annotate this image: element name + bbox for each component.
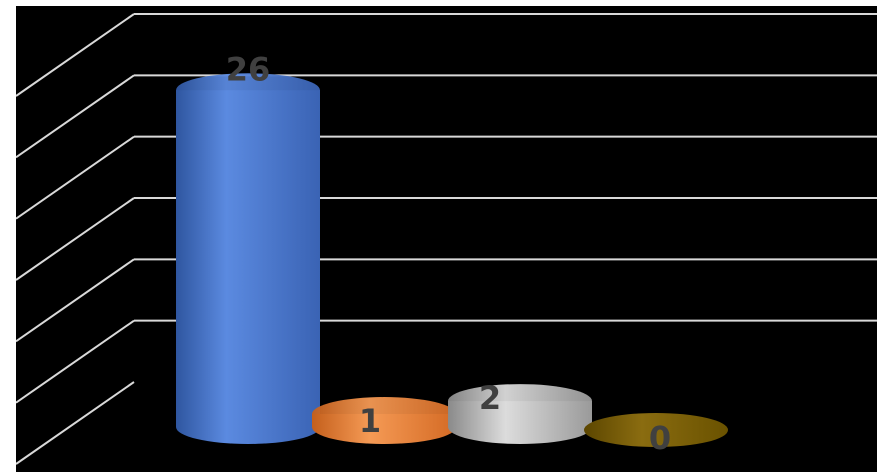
bar-top xyxy=(312,397,456,432)
bar-body xyxy=(176,90,320,445)
bar-0 xyxy=(176,73,320,445)
bar-3 xyxy=(584,413,728,447)
gridline-diagonal xyxy=(16,13,135,97)
data-labels: 26 1 2 0 xyxy=(226,50,671,457)
gridline-diagonal xyxy=(16,319,135,404)
cylinder-bar-chart: 26 1 2 0 xyxy=(16,6,877,472)
gridline-diagonal xyxy=(16,381,135,465)
data-label: 0 xyxy=(649,419,671,457)
plot-background xyxy=(16,6,877,472)
bar-top xyxy=(448,384,592,419)
data-label: 1 xyxy=(359,402,381,440)
gridline-diagonal xyxy=(16,197,135,281)
bar-top xyxy=(584,413,728,447)
gridline-diagonal xyxy=(16,258,135,343)
data-label: 26 xyxy=(226,50,271,88)
gridline-diagonal xyxy=(16,74,135,159)
bars xyxy=(176,73,728,447)
bar-1 xyxy=(312,397,456,444)
bar-2 xyxy=(448,384,592,444)
data-label: 2 xyxy=(479,379,501,417)
bar-top xyxy=(176,73,320,108)
gridline-diagonal xyxy=(16,135,135,220)
